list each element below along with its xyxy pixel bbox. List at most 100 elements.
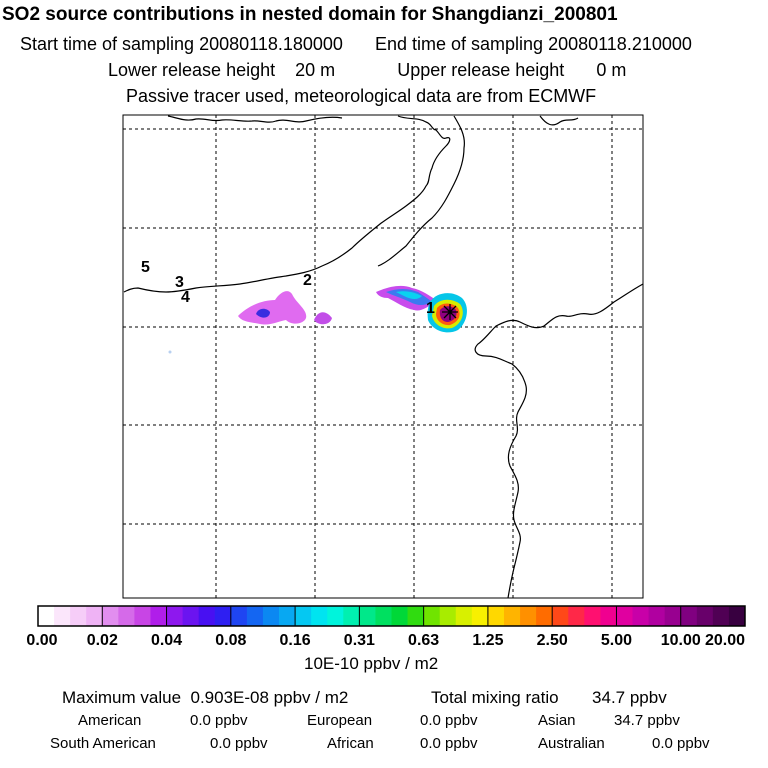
colorbar-tick-label: 0.04 (150, 632, 183, 649)
asian-label: Asian (538, 712, 576, 729)
coastline (123, 115, 644, 599)
site-label-4: 4 (181, 289, 190, 306)
colorbar-swatch (359, 606, 376, 626)
upper-height-label: Upper release height (397, 60, 565, 80)
site-markers: 1 2 3 4 5 (141, 259, 458, 320)
coast-main (123, 115, 451, 293)
south-american-value: 0.0 ppbv (210, 735, 268, 752)
colorbar-swatch (664, 606, 682, 626)
colorbar (37, 605, 746, 627)
receptor-site-marker (442, 304, 458, 320)
graticule (123, 115, 643, 598)
figure-title: SO2 source contributions in nested domai… (2, 4, 618, 25)
end-time-value: 20080118.210000 (548, 34, 692, 54)
coast-north (167, 115, 343, 123)
colorbar-swatch (680, 606, 698, 626)
sampling-times: Start time of sampling 20080118.180000 E… (20, 34, 768, 55)
colorbar-tick-label: 0.31 (343, 632, 375, 649)
plume-small (314, 312, 332, 325)
colorbar-swatch (150, 606, 167, 626)
colorbar-swatch (552, 606, 569, 626)
plume-east-inner (396, 291, 422, 299)
australian-label: Australian (538, 735, 605, 752)
colorbar-swatch (327, 606, 344, 626)
colorbar-swatch (54, 606, 71, 626)
colorbar-swatch (230, 606, 248, 626)
colorbar-swatch (118, 606, 135, 626)
lower-height-label: Lower release height (108, 60, 276, 80)
colorbar-swatch (70, 606, 87, 626)
colorbar-swatch (262, 606, 280, 626)
colorbar-swatch (632, 606, 649, 626)
colorbar-tick-label: 2.50 (536, 632, 568, 649)
colorbar-swatch (311, 606, 328, 626)
upper-height-value: 0 m (596, 60, 627, 80)
colorbar-swatch (584, 606, 601, 626)
coast-inner (377, 115, 465, 267)
colorbar-swatch (728, 606, 746, 626)
african-value: 0.0 ppbv (420, 735, 478, 752)
colorbar-swatch (600, 606, 617, 626)
european-value: 0.0 ppbv (420, 712, 478, 729)
south-american-label: South American (50, 735, 156, 752)
colorbar-tick-label: 0.00 (26, 632, 58, 649)
colorbar-tick-label: 20.00 (704, 632, 746, 649)
colorbar-border (37, 605, 746, 627)
asian-value: 34.7 ppbv (614, 712, 680, 729)
colorbar-swatch (343, 606, 360, 626)
plume-west (238, 291, 307, 325)
colorbar-tick-label: 0.08 (215, 632, 247, 649)
colorbar-swatch (423, 606, 441, 626)
lower-height-value: 20 m (295, 60, 336, 80)
colorbar-swatch (166, 606, 184, 626)
coast-northeast (539, 115, 579, 126)
total-mixing-stat: Total mixing ratio 34.7 ppbv (431, 688, 667, 708)
max-value-stat: Maximum value 0.903E-08 ppbv / m2 (62, 688, 348, 708)
max-value: 0.903E-08 ppbv / m2 (190, 688, 349, 707)
colorbar-swatch (134, 606, 151, 626)
colorbar-swatch (712, 606, 730, 626)
coast-east (474, 283, 644, 599)
colorbar-swatch (246, 606, 264, 626)
site-label-1: 1 (426, 300, 435, 317)
colorbar-tick-label: 10.00 (660, 632, 701, 649)
site-label-2: 2 (303, 272, 312, 289)
tracer-note: Passive tracer used, meteorological data… (126, 86, 597, 106)
site-label-5: 5 (141, 259, 150, 276)
colorbar-swatch (455, 606, 473, 626)
colorbar-swatch (520, 606, 537, 626)
colorbar-swatch (568, 606, 585, 626)
colorbar-swatch (38, 606, 55, 626)
release-heights: Lower release height 20 m Upper release … (108, 60, 768, 81)
colorbar-swatch (214, 606, 232, 626)
map-frame (122, 114, 644, 599)
colorbar-tick-label: 0.63 (408, 632, 440, 649)
plume-speck (168, 350, 172, 354)
site-label-3: 3 (175, 274, 184, 291)
colorbar-swatch (182, 606, 200, 626)
european-label: European (307, 712, 373, 729)
colorbar-swatch (198, 606, 216, 626)
colorbar-swatch (102, 606, 119, 626)
colorbar-tick-label: 1.25 (472, 632, 504, 649)
australian-value: 0.0 ppbv (652, 735, 710, 752)
max-value-label: Maximum value (62, 688, 182, 707)
total-mixing-value: 34.7 ppbv (592, 688, 667, 707)
end-time-label: End time of sampling (374, 34, 544, 54)
colorbar-swatch (407, 606, 425, 626)
colorbar-swatch (295, 606, 312, 626)
african-label: African (327, 735, 374, 752)
colorbar-tick-label: 0.02 (86, 632, 118, 649)
colorbar-swatch (471, 606, 489, 626)
colorbar-swatch (616, 606, 633, 626)
colorbar-swatch (391, 606, 408, 626)
colorbar-tick-label: 5.00 (600, 632, 633, 649)
colorbar-swatch (696, 606, 714, 626)
colorbar-tick-label: 0.16 (279, 632, 311, 649)
colorbar-swatch (487, 606, 505, 626)
colorbar-swatch (86, 606, 103, 626)
american-label: American (78, 712, 142, 729)
total-mixing-label: Total mixing ratio (431, 688, 559, 707)
colorbar-units: 10E-10 ppbv / m2 (304, 654, 439, 673)
